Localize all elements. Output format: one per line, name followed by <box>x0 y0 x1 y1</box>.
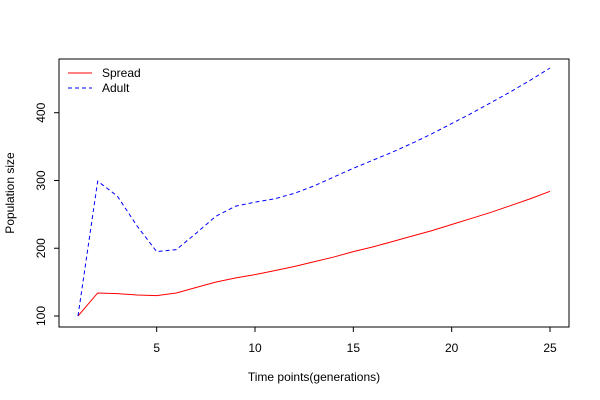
x-axis-label: Time points(generations) <box>248 370 380 384</box>
x-tick-label: 20 <box>445 341 459 355</box>
y-axis-label: Population size <box>3 152 17 234</box>
series-line-spread <box>77 190 551 317</box>
series-line-adult <box>77 67 551 317</box>
y-tick-label: 300 <box>34 170 48 190</box>
y-tick-label: 200 <box>34 238 48 258</box>
x-axis: 5 10 15 20 25 <box>153 327 557 355</box>
x-tick-label: 10 <box>248 341 262 355</box>
legend-label-spread: Spread <box>102 66 141 80</box>
x-tick-label: 25 <box>543 341 557 355</box>
legend: Spread Adult <box>68 66 141 95</box>
y-tick-label: 100 <box>34 306 48 326</box>
legend-label-adult: Adult <box>102 81 130 95</box>
series-layer <box>77 67 551 317</box>
x-tick-label: 5 <box>153 341 160 355</box>
y-tick-label: 400 <box>34 102 48 122</box>
y-axis: 100 200 300 400 <box>34 102 59 326</box>
x-tick-label: 15 <box>347 341 361 355</box>
plot-frame <box>58 58 570 328</box>
